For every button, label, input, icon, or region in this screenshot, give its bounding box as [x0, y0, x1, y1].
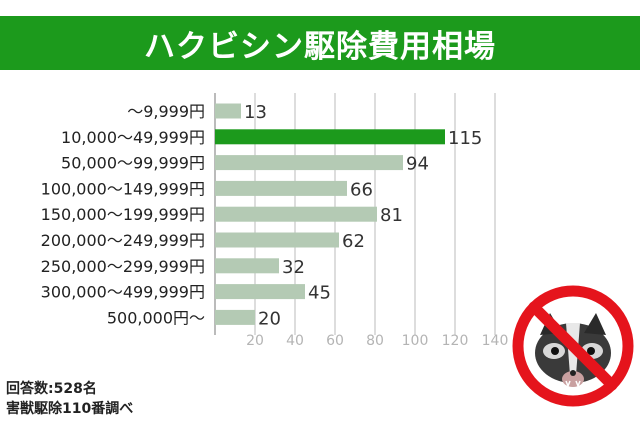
category-label: 10,000～49,999円: [61, 128, 205, 147]
value-label: 115: [448, 128, 482, 149]
x-tick-label: 40: [286, 333, 304, 349]
value-label: 20: [258, 308, 281, 329]
category-label: 50,000～99,999円: [61, 154, 205, 173]
category-label: 250,000～299,999円: [41, 257, 205, 276]
bar: [215, 155, 403, 171]
category-label: 500,000円～: [107, 308, 205, 327]
category-label: 100,000～149,999円: [41, 179, 205, 198]
x-tick-labels: 20 40 60 80 100 120 140: [246, 333, 508, 349]
chart-title: ハクビシン駆除費用相場: [0, 16, 640, 70]
x-tick-label: 20: [246, 333, 264, 349]
category-label: 300,000～499,999円: [41, 283, 205, 302]
x-tick-label: 140: [482, 333, 509, 349]
value-label: 81: [380, 205, 403, 226]
bar: [215, 103, 241, 119]
bars: [215, 103, 445, 325]
x-tick-label: 60: [326, 333, 344, 349]
category-label: 200,000～249,999円: [41, 231, 205, 250]
value-label: 62: [342, 231, 365, 252]
x-tick-label: 80: [366, 333, 384, 349]
source-note: 害獣駆除110番調べ: [6, 401, 134, 417]
category-label: ～9,999円: [127, 102, 205, 121]
bar: [215, 129, 445, 145]
value-label: 13: [244, 102, 267, 123]
bar: [215, 284, 305, 300]
value-label: 45: [308, 283, 331, 304]
no-masked-palm-civet-icon: [512, 285, 634, 407]
x-tick-label: 120: [442, 333, 469, 349]
value-label: 32: [282, 257, 305, 278]
value-label: 94: [406, 154, 429, 175]
bar: [215, 232, 339, 248]
x-tick-label: 100: [402, 333, 429, 349]
bar: [215, 180, 347, 196]
category-label: 150,000～199,999円: [41, 205, 205, 224]
bar: [215, 206, 377, 222]
bar: [215, 309, 255, 325]
category-labels: ～9,999円 10,000～49,999円 50,000～99,999円 100,0…: [41, 102, 205, 327]
value-label: 66: [350, 179, 373, 200]
bar: [215, 258, 279, 274]
respondent-count: 回答数:528名: [6, 381, 97, 397]
